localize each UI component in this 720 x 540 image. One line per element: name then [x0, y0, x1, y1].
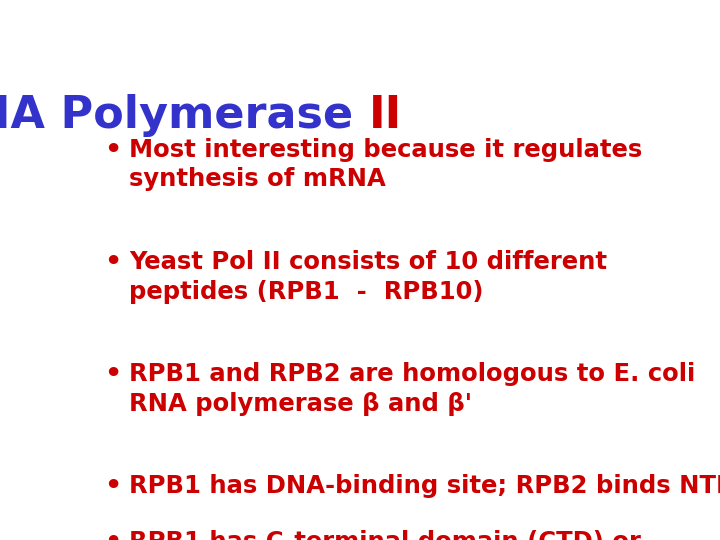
Text: RPB1 and RPB2 are homologous to E. coli
RNA polymerase β and β': RPB1 and RPB2 are homologous to E. coli … — [129, 362, 696, 416]
Text: RPB1 has DNA-binding site; RPB2 binds NTP: RPB1 has DNA-binding site; RPB2 binds NT… — [129, 474, 720, 498]
Text: RNA Polymerase: RNA Polymerase — [0, 94, 369, 137]
Text: •: • — [104, 474, 121, 501]
Text: •: • — [104, 250, 121, 276]
Text: •: • — [104, 530, 121, 540]
Text: RPB1 has C-terminal domain (CTD) or
PTSPSYS: RPB1 has C-terminal domain (CTD) or PTSP… — [129, 530, 641, 540]
Text: Yeast Pol II consists of 10 different
peptides (RPB1  -  RPB10): Yeast Pol II consists of 10 different pe… — [129, 250, 607, 303]
Text: •: • — [104, 362, 121, 388]
Text: Most interesting because it regulates
synthesis of mRNA: Most interesting because it regulates sy… — [129, 138, 642, 191]
Text: •: • — [104, 138, 121, 164]
Text: II: II — [369, 94, 402, 137]
